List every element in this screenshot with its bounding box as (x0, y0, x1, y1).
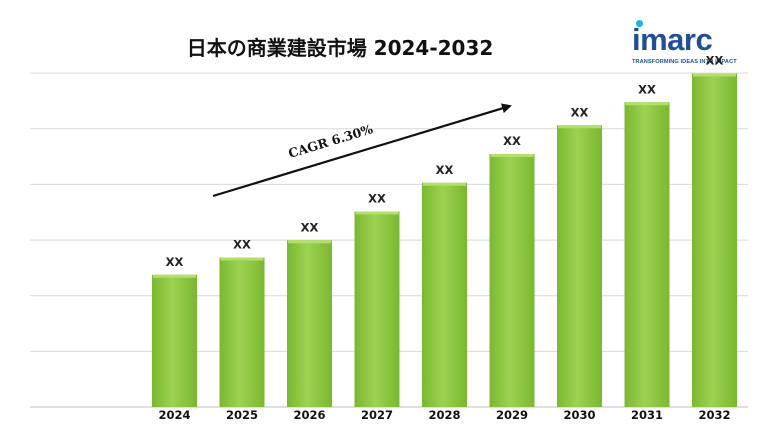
tick-label-2031: 2031 (631, 408, 663, 422)
logo-tagline: TRANSFORMING IDEAS INTO IMPACT (632, 59, 737, 65)
data-label-2032: XX (706, 54, 724, 68)
bar-highlight-2027 (355, 211, 399, 215)
x-tick-labels: 2024 2025 2026 2027 2028 2029 2030 2031 2032 (158, 408, 730, 422)
data-label-2030: XX (571, 105, 589, 119)
data-label-2028: XX (436, 163, 454, 177)
bar-highlight-2025 (220, 257, 264, 261)
imarc-logo: imarc TRANSFORMING IDEAS INTO IMPACT (632, 20, 744, 70)
data-label-2024: XX (166, 255, 184, 269)
tick-label-2024: 2024 (158, 408, 190, 422)
bar-2030 (557, 125, 602, 407)
bar-highlight-2031 (625, 102, 669, 106)
bar-highlight-2028 (423, 182, 466, 186)
cagr-arrow-icon (212, 103, 512, 198)
tick-label-2030: 2030 (563, 408, 595, 422)
data-label-2027: XX (368, 192, 386, 206)
bar-highlight-2029 (490, 154, 534, 157)
bar-2025 (219, 257, 265, 407)
logo-dot-icon (636, 20, 643, 27)
chart-title: 日本の商業建設市場 2024-2032 (186, 36, 494, 60)
bar-2028 (422, 182, 467, 407)
bars (152, 73, 737, 407)
bar-highlight-2030 (558, 125, 601, 129)
bar-highlight-2024 (153, 274, 196, 278)
data-label-2026: XX (301, 220, 319, 234)
bar-2029 (489, 154, 535, 407)
bar-highlight-2032 (693, 73, 736, 77)
bar-2024 (152, 274, 197, 407)
tick-label-2025: 2025 (226, 408, 258, 422)
bar-highlight-2026 (288, 240, 331, 244)
data-label-2029: XX (503, 134, 521, 148)
tick-label-2029: 2029 (496, 408, 528, 422)
logo-wordmark: imarc (632, 22, 713, 57)
tick-label-2032: 2032 (698, 408, 730, 422)
data-label-2025: XX (233, 238, 251, 252)
bar-2027 (354, 211, 400, 407)
bar-2031 (624, 102, 670, 407)
cagr-label: CAGR 6.30% (287, 121, 375, 161)
tick-label-2028: 2028 (428, 408, 460, 422)
data-label-2031: XX (638, 82, 656, 96)
cagr-annotation: CAGR 6.30% (212, 103, 512, 198)
bar-2032 (692, 73, 737, 407)
bar-2026 (287, 240, 332, 407)
data-labels: XX XX XX XX XX XX XX XX XX (166, 54, 724, 269)
tick-label-2026: 2026 (293, 408, 325, 422)
tick-label-2027: 2027 (361, 408, 393, 422)
